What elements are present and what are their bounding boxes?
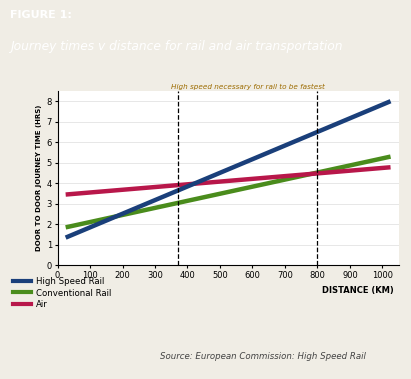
Legend: High Speed Rail, Conventional Rail, Air: High Speed Rail, Conventional Rail, Air	[12, 277, 111, 309]
Text: Source: European Commission: High Speed Rail: Source: European Commission: High Speed …	[160, 352, 366, 361]
Y-axis label: DOOR TO DOOR JOURNEY TIME (HRS): DOOR TO DOOR JOURNEY TIME (HRS)	[37, 105, 42, 251]
Text: High speed necessary for rail to be fastest: High speed necessary for rail to be fast…	[171, 84, 325, 90]
X-axis label: DISTANCE (KM): DISTANCE (KM)	[322, 286, 394, 295]
Text: FIGURE 1:: FIGURE 1:	[10, 10, 72, 20]
Text: Journey times v distance for rail and air transportation: Journey times v distance for rail and ai…	[10, 40, 343, 53]
